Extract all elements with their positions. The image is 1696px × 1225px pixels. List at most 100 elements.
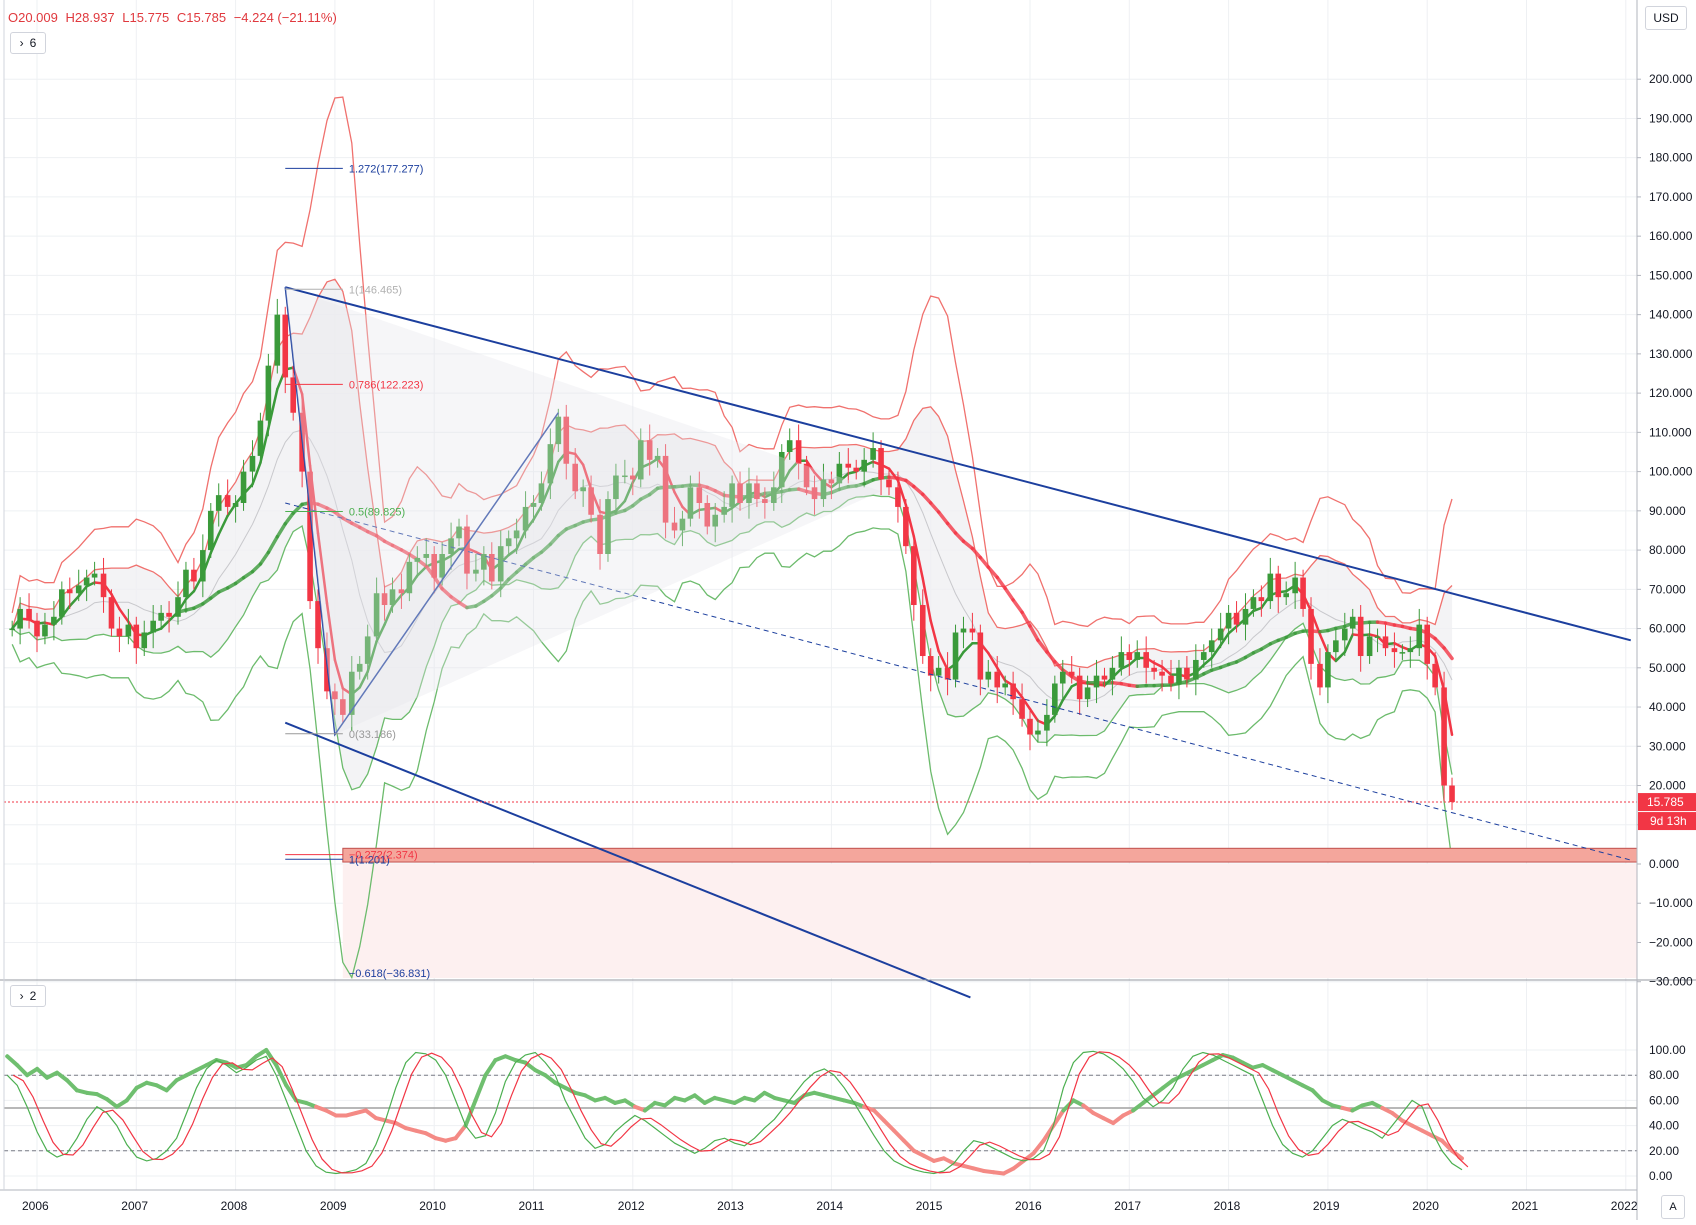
candle-body <box>216 495 222 511</box>
time-tick-label: 2013 <box>717 1199 744 1213</box>
candle-body <box>1375 636 1381 638</box>
price-tick-label: 170.000 <box>1649 190 1693 204</box>
candle-body <box>1168 676 1174 684</box>
price-tick-label: 180.000 <box>1649 151 1693 165</box>
candle-body <box>101 574 107 598</box>
oscillator-tick-label: 20.00 <box>1649 1144 1679 1158</box>
candle-body <box>42 625 48 637</box>
candle-body <box>158 613 164 621</box>
currency-button[interactable]: USD <box>1645 6 1687 30</box>
countdown-tag: 9d 13h <box>1650 814 1687 828</box>
time-tick-label: 2016 <box>1015 1199 1042 1213</box>
candle-body <box>191 570 197 582</box>
candle <box>953 625 959 688</box>
price-tick-label: 140.000 <box>1649 308 1693 322</box>
ohlc-readout: O20.009 H28.937 L15.775 C15.785 −4.224 (… <box>8 10 341 25</box>
candle-body <box>1176 668 1182 684</box>
last-price-tag: 15.785 <box>1647 795 1684 809</box>
candle-body <box>1392 648 1398 652</box>
candle-body <box>1226 613 1232 629</box>
candle-body <box>1449 786 1455 803</box>
price-tick-label: 90.000 <box>1649 504 1686 518</box>
fib-level-label: −0.618(−36.831) <box>349 968 430 980</box>
chevron-right-icon: › <box>20 36 24 50</box>
candle-body <box>9 629 15 631</box>
candle-body <box>1193 660 1199 680</box>
candle-body <box>315 601 321 648</box>
candle-body <box>878 448 884 479</box>
price-tick-label: 0.000 <box>1649 857 1679 871</box>
candle-body <box>1350 617 1356 629</box>
candle-body <box>1110 668 1116 680</box>
price-tick-label: 150.000 <box>1649 268 1693 282</box>
oscillator-tick-label: 40.00 <box>1649 1119 1679 1133</box>
candle-body <box>1119 652 1125 668</box>
candle-body <box>1019 699 1025 719</box>
high-value: H28.937 <box>66 10 115 25</box>
candle-body <box>1085 687 1091 699</box>
candle-body <box>920 605 926 656</box>
candle-body <box>1259 597 1265 601</box>
time-tick-label: 2018 <box>1214 1199 1241 1213</box>
fib-level-label: 0(33.186) <box>349 729 396 741</box>
candle-body <box>1308 609 1314 664</box>
price-tick-label: 50.000 <box>1649 661 1686 675</box>
price-tick-label: 80.000 <box>1649 543 1686 557</box>
candle-body <box>1035 731 1041 735</box>
candle-body <box>109 597 115 628</box>
candle-body <box>84 578 90 586</box>
candle-body <box>1127 652 1133 660</box>
oscillator-indicators-toggle[interactable]: › 2 <box>10 985 46 1007</box>
chevron-right-icon: › <box>20 989 24 1003</box>
candle-body <box>978 632 984 679</box>
candle-body <box>126 625 132 637</box>
candle-body <box>994 672 1000 688</box>
candle-body <box>17 609 23 629</box>
candle-body <box>870 448 876 460</box>
price-tick-label: 30.000 <box>1649 739 1686 753</box>
support-zone[interactable] <box>343 848 1637 862</box>
oscillator-tick-label: 100.00 <box>1649 1043 1686 1057</box>
candle-body <box>1342 629 1348 641</box>
candle-body <box>26 609 32 621</box>
candle-body <box>1077 676 1083 700</box>
price-tick-label: 70.000 <box>1649 582 1686 596</box>
candle-body <box>1408 648 1414 652</box>
candle-body <box>1441 687 1447 785</box>
main-indicators-toggle[interactable]: › 6 <box>10 32 46 54</box>
time-tick-label: 2008 <box>221 1199 248 1213</box>
candle-body <box>76 585 82 593</box>
candle-body <box>1292 578 1298 594</box>
time-tick-label: 2017 <box>1114 1199 1141 1213</box>
candle-body <box>1317 664 1323 688</box>
time-tick-label: 2014 <box>816 1199 843 1213</box>
price-tick-label: 60.000 <box>1649 622 1686 636</box>
time-tick-label: 2007 <box>121 1199 148 1213</box>
candle-body <box>1184 668 1190 680</box>
candle-body <box>266 366 272 421</box>
candle-body <box>1234 613 1240 625</box>
candle-body <box>985 672 991 680</box>
candle-body <box>92 574 98 578</box>
price-tick-label: 120.000 <box>1649 386 1693 400</box>
time-tick-label: 2006 <box>22 1199 49 1213</box>
candle-body <box>936 668 942 676</box>
candle-body <box>150 621 156 633</box>
candle-body <box>59 589 65 616</box>
price-tick-label: −30.000 <box>1649 975 1693 989</box>
fib-level-label: 1(146.465) <box>349 284 402 296</box>
candle-body <box>1218 629 1224 641</box>
candle-body <box>134 625 140 649</box>
candle-body <box>241 472 247 503</box>
oscillator-tick-label: 0.00 <box>1649 1169 1673 1183</box>
price-tick-label: 130.000 <box>1649 347 1693 361</box>
time-tick-label: 2019 <box>1313 1199 1340 1213</box>
candle-body <box>903 507 909 546</box>
candle-body <box>141 632 147 648</box>
candle-body <box>1325 652 1331 687</box>
candle-body <box>1027 719 1033 735</box>
auto-scale-button[interactable]: A <box>1661 1195 1685 1219</box>
candle-body <box>787 440 793 452</box>
